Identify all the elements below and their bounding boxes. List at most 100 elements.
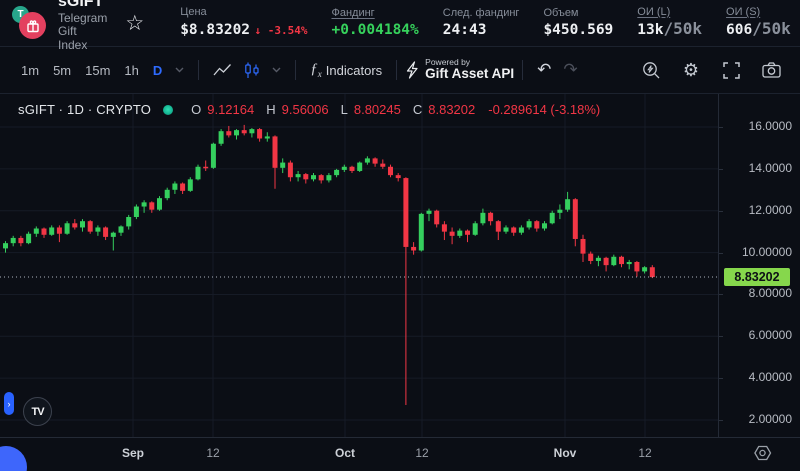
timeframe-15m[interactable]: 15m bbox=[85, 62, 111, 78]
symbol-name: sGIFT bbox=[58, 0, 104, 11]
powered-by-button[interactable]: Powered by Gift Asset API bbox=[405, 58, 514, 81]
price-tick-label: 2.00000 bbox=[748, 412, 792, 427]
legend-high-value: 9.56006 bbox=[281, 102, 329, 117]
timeframe-5m[interactable]: 5m bbox=[53, 62, 72, 78]
market-status-icon bbox=[163, 104, 174, 115]
stat-next-funding-label: След. фандинг bbox=[442, 7, 520, 20]
price-tick-mark bbox=[719, 336, 723, 338]
stat-price-value: $8.83202 bbox=[180, 21, 251, 38]
redo-icon[interactable]: ↷ bbox=[563, 60, 578, 79]
toolbar-divider bbox=[396, 60, 398, 80]
stat-funding-label[interactable]: Фандинг bbox=[331, 7, 375, 20]
price-tick-mark bbox=[719, 252, 723, 254]
price-tick-mark bbox=[719, 294, 723, 296]
indicators-label: Indicators bbox=[325, 62, 383, 78]
legend-close-value: 8.83202 bbox=[428, 102, 476, 117]
price-tick-mark bbox=[719, 378, 723, 380]
last-price-label: 8.83202 bbox=[724, 268, 790, 287]
symbol-logo: T bbox=[12, 4, 50, 42]
stat-price-label: Цена bbox=[180, 6, 207, 19]
bolt-icon bbox=[407, 61, 418, 79]
stat-oi-long-value: 13k bbox=[637, 22, 664, 39]
time-tick-label: 12 bbox=[638, 446, 652, 460]
legend-open-value: 9.12164 bbox=[207, 102, 255, 117]
chart-type-chevron-icon[interactable] bbox=[266, 63, 287, 77]
time-tick-label: Oct bbox=[334, 446, 355, 460]
timeframe-menu-chevron-icon[interactable] bbox=[169, 63, 190, 77]
legend-low-value: 8.80245 bbox=[353, 102, 401, 117]
price-tick-label: 14.0000 bbox=[748, 160, 792, 175]
time-tick-label: Sep bbox=[121, 446, 144, 460]
header: T sGIFT Telegram Gift Index ☆ Цена $8.83… bbox=[0, 0, 800, 52]
stat-price: Цена $8.83202 ↓ -3.54% bbox=[180, 6, 307, 40]
settings-gear-icon[interactable]: ⚙ bbox=[682, 59, 700, 80]
stat-oi-short: ОИ (S) 606/50k bbox=[726, 6, 791, 41]
symbol-titles[interactable]: sGIFT Telegram Gift Index bbox=[58, 0, 107, 53]
toolbar-divider bbox=[198, 60, 200, 80]
price-tick-label: 4.00000 bbox=[748, 370, 792, 385]
price-tick-label: 16.0000 bbox=[748, 119, 792, 133]
legend-close-label: C bbox=[412, 102, 423, 117]
legend-title: sGIFT · 1D · CRYPTO bbox=[18, 102, 152, 117]
stat-volume-label: Объем bbox=[543, 7, 579, 20]
toolbar-right-icons: ⚙ bbox=[636, 55, 786, 85]
price-tick-mark bbox=[719, 168, 723, 170]
time-axis[interactable]: Sep 12 Oct 12 Nov 12 bbox=[0, 437, 800, 471]
timeframe-1m[interactable]: 1m bbox=[21, 62, 40, 78]
stat-oi-short-value: 606 bbox=[726, 22, 753, 39]
stat-price-change: ↓ -3.54% bbox=[254, 23, 308, 37]
timeframe-1d[interactable]: D bbox=[152, 62, 163, 78]
price-tick-label: 10.00000 bbox=[741, 244, 792, 259]
stat-oi-short-max: /50k bbox=[752, 19, 791, 39]
time-tick-label: 12 bbox=[206, 446, 220, 460]
price-tick-mark bbox=[719, 210, 723, 212]
time-tick-label: 12 bbox=[415, 446, 429, 460]
price-tick-label: 6.00000 bbox=[748, 328, 792, 343]
header-stats: Цена $8.83202 ↓ -3.54% Фандинг +0.004184… bbox=[180, 6, 791, 41]
toolbar-divider bbox=[295, 60, 297, 80]
tradingview-logo[interactable]: TV bbox=[23, 397, 52, 426]
camera-icon[interactable] bbox=[756, 55, 786, 85]
symbol-description: Telegram Gift Index bbox=[58, 10, 108, 53]
legend-open-label: O bbox=[191, 102, 202, 117]
stat-oi-short-label[interactable]: ОИ (S) bbox=[726, 5, 761, 18]
legend-change: -0.289614 (-3.18%) bbox=[488, 102, 601, 117]
price-tick-label: 8.00000 bbox=[748, 286, 792, 301]
price-axis[interactable]: 8.83202 16.0000 14.0000 12.0000 10.00000 8.0… bbox=[718, 94, 800, 437]
favorite-star-icon[interactable]: ☆ bbox=[125, 11, 145, 35]
stat-oi-long-label[interactable]: ОИ (L) bbox=[637, 5, 671, 18]
fx-icon: ƒx bbox=[310, 61, 322, 79]
price-tick-mark bbox=[719, 420, 723, 422]
legend-high-label: H bbox=[266, 102, 276, 117]
stat-funding: Фандинг +0.004184% bbox=[331, 7, 418, 39]
api-name: Gift Asset API bbox=[425, 65, 515, 81]
price-tick-label: 12.0000 bbox=[748, 202, 792, 217]
stat-next-funding: След. фандинг 24:43 bbox=[443, 7, 520, 39]
fullscreen-icon[interactable] bbox=[716, 55, 746, 85]
timeframe-1h[interactable]: 1h bbox=[124, 62, 139, 78]
undo-icon[interactable]: ↶ bbox=[537, 60, 552, 79]
stat-funding-value: +0.004184% bbox=[331, 21, 419, 38]
legend-low-label: L bbox=[340, 102, 348, 117]
gift-logo-icon bbox=[19, 12, 46, 39]
quick-search-icon[interactable] bbox=[636, 55, 666, 85]
timezone-settings-icon[interactable] bbox=[752, 443, 773, 469]
time-tick-label: Nov bbox=[553, 446, 577, 460]
chart-toolbar: 1m 5m 15m 1h D ƒx Indicators bbox=[0, 47, 800, 94]
drawing-panel-toggle[interactable]: › bbox=[4, 392, 14, 415]
candlestick-chart-type-icon[interactable] bbox=[238, 58, 266, 83]
stat-oi-long-max: /50k bbox=[663, 19, 703, 39]
stat-oi-long: ОИ (L) 13k/50k bbox=[637, 6, 702, 41]
stat-next-funding-value: 24:43 bbox=[442, 21, 487, 38]
indicators-button[interactable]: ƒx Indicators bbox=[304, 57, 388, 83]
line-chart-type-icon[interactable] bbox=[207, 59, 238, 81]
price-tick-mark bbox=[719, 127, 723, 128]
stat-volume: Объем $450.569 bbox=[543, 7, 613, 39]
toolbar-divider bbox=[522, 60, 524, 80]
powered-by-text: Powered by bbox=[425, 57, 471, 68]
candlestick-chart[interactable] bbox=[0, 94, 718, 437]
stat-volume-value: $450.569 bbox=[543, 21, 614, 38]
